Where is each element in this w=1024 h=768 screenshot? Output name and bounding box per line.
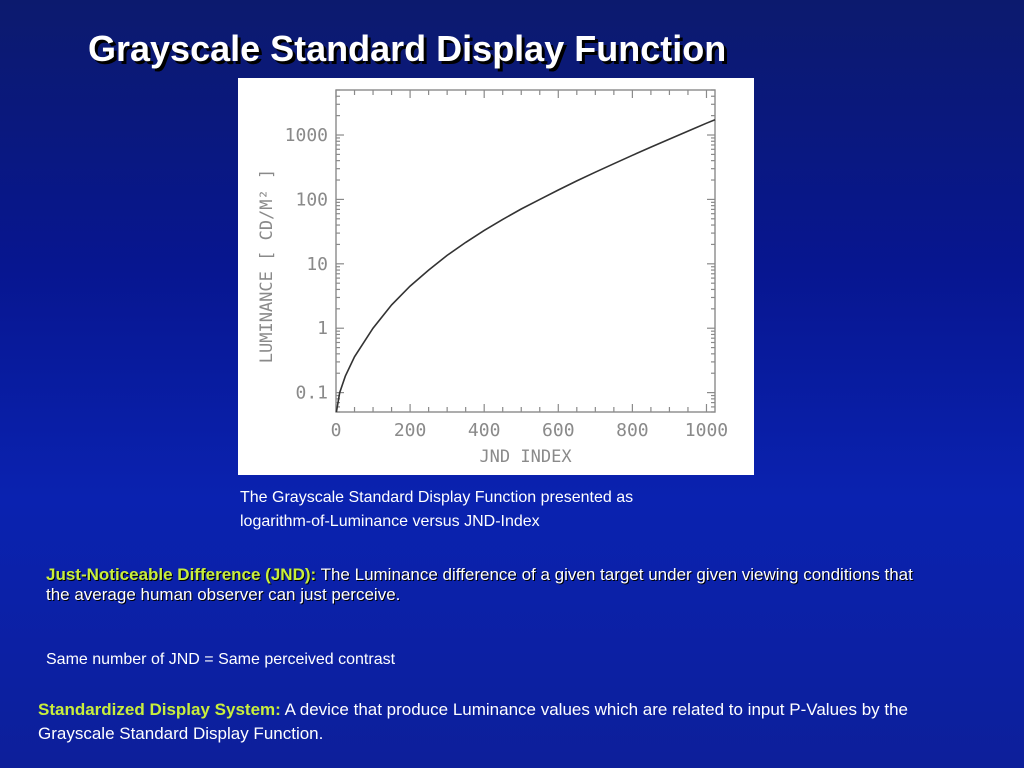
caption-line-1: The Grayscale Standard Display Function … xyxy=(240,489,634,506)
x-tick-label: 600 xyxy=(542,420,575,441)
y-tick-label: 1000 xyxy=(285,125,328,146)
chart-tick-labels: 0 200 400 600 800 1000 0.1 1 10 100 1000 xyxy=(285,125,729,441)
sds-definition: Standardized Display System: A device th… xyxy=(38,698,958,746)
caption-line-2: logarithm-of-Luminance versus JND-Index xyxy=(240,513,540,530)
y-tick-label: 1 xyxy=(317,318,328,339)
chart-ticks xyxy=(335,89,715,413)
gsdf-chart: 0 200 400 600 800 1000 0.1 1 10 100 1000 JND INDEX… xyxy=(238,78,754,475)
x-tick-label: 1000 xyxy=(685,420,728,441)
jnd-term: Just-Noticeable Difference (JND): xyxy=(46,565,317,584)
x-tick-label: 800 xyxy=(616,420,649,441)
chart-axes xyxy=(335,89,716,413)
jnd-text: The Luminance difference of a given targ… xyxy=(46,565,913,604)
y-axis-label: LUMINANCE [ CD/M² ] xyxy=(257,169,277,363)
x-tick-label: 400 xyxy=(468,420,501,441)
x-tick-label: 0 xyxy=(331,420,342,441)
same-contrast-statement: Same number of JND = Same perceived cont… xyxy=(46,651,396,668)
sds-term: Standardized Display System: xyxy=(38,700,281,719)
gsdf-curve xyxy=(335,118,716,413)
slide-title: Grayscale Standard Display Function xyxy=(88,28,727,69)
sds-text: A device that produce Luminance values w… xyxy=(38,700,909,743)
x-axis-label: JND INDEX xyxy=(479,447,572,467)
y-tick-label: 0.1 xyxy=(295,383,328,404)
plot-frame xyxy=(335,89,716,413)
chart-caption: The Grayscale Standard Display Function … xyxy=(240,486,760,534)
y-tick-label: 10 xyxy=(306,254,328,275)
x-tick-label: 200 xyxy=(394,420,427,441)
gsdf-chart-svg: 0 200 400 600 800 1000 0.1 1 10 100 1000 JND INDEX… xyxy=(257,89,729,467)
jnd-definition: Just-Noticeable Difference (JND): The Lu… xyxy=(46,565,916,605)
y-tick-label: 100 xyxy=(295,189,328,210)
